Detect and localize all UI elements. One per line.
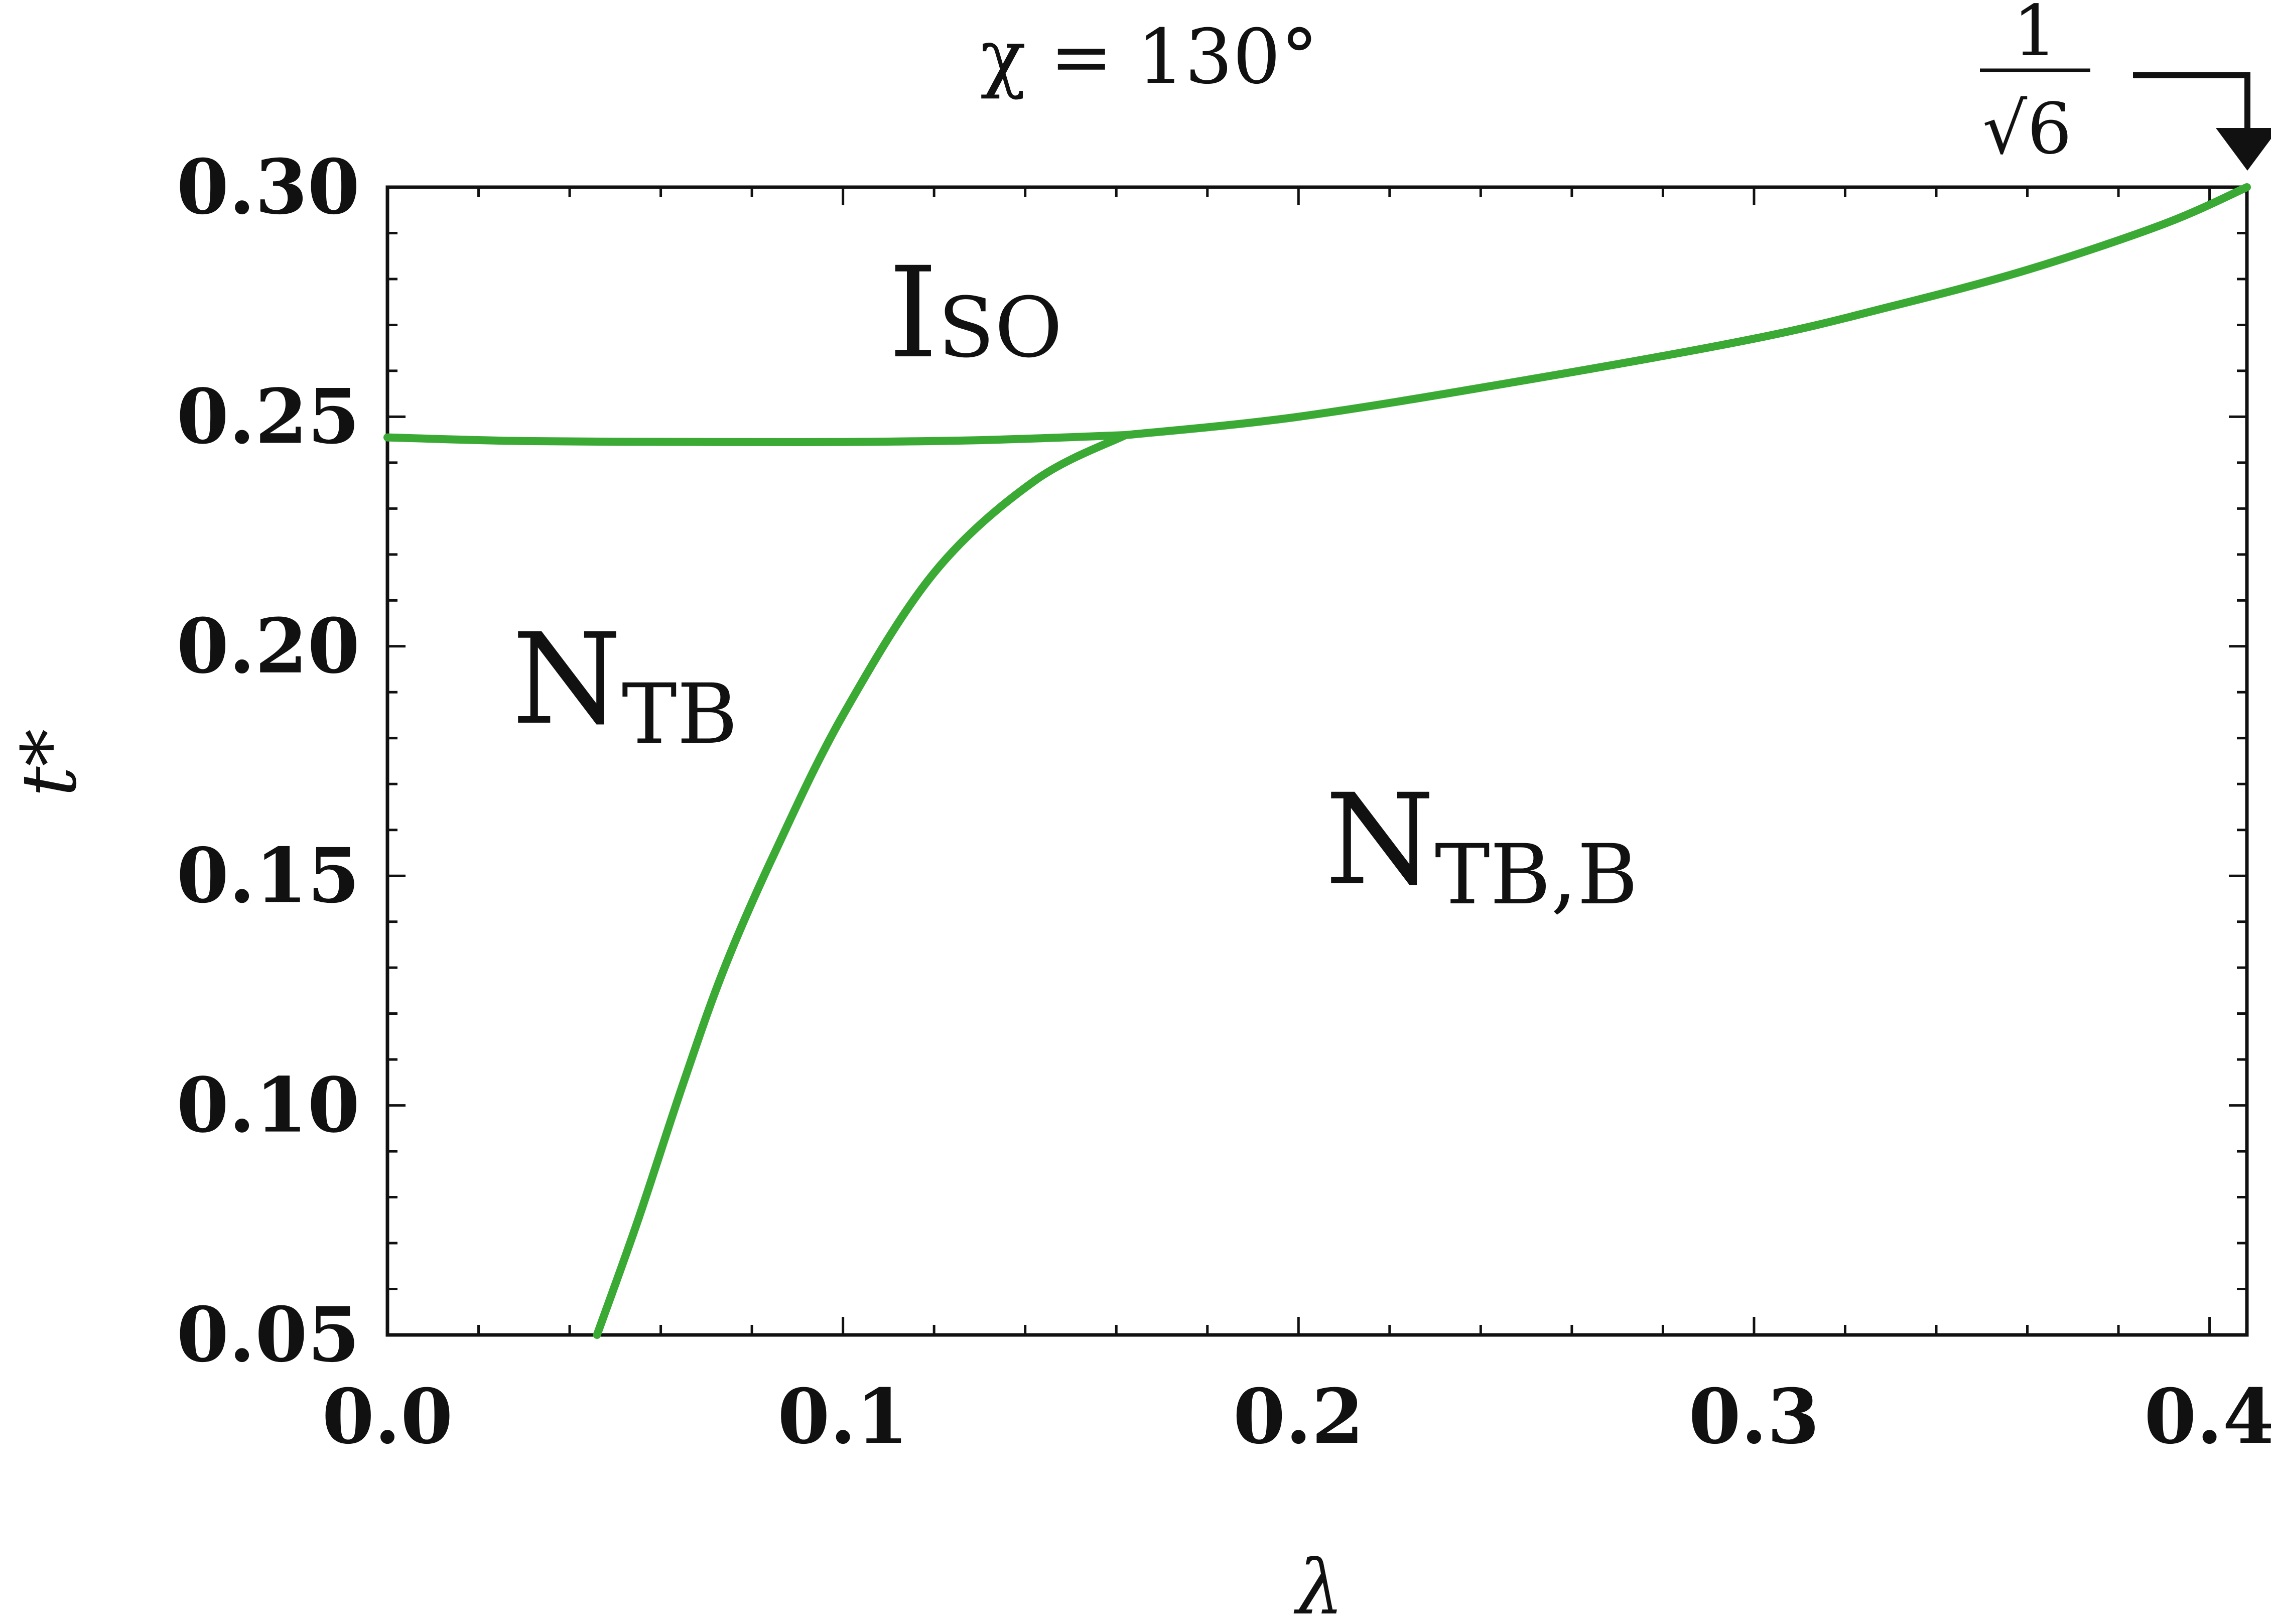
y-tick-label: 0.25 [177, 372, 360, 461]
annotation-radicand: 6 [2027, 88, 2072, 170]
phase-boundaries [383, 183, 2251, 1339]
phase-boundary-line-3 [593, 431, 1130, 1339]
region-ntbb-sub: TB,B [1435, 827, 1638, 923]
phase-boundary-line-2 [1121, 183, 2251, 439]
annotation-numerator: 1 [2013, 0, 2057, 72]
annotation-denominator: √6 [1982, 88, 2072, 170]
plot-frame [385, 185, 2249, 1337]
region-ntb-sub: TB [622, 666, 738, 762]
region-label-iso: ISO [888, 240, 1062, 386]
region-label-ntbb: NTB,B [1325, 767, 1638, 923]
y-tick-label: 0.30 [177, 143, 360, 231]
region-iso-main: I [888, 240, 938, 386]
x-tick-label: 0.2 [1233, 1373, 1364, 1461]
y-axis-label: t* [6, 729, 93, 796]
chart-title: χ = 130° [980, 14, 1318, 101]
annotation-radical: √ [1982, 88, 2028, 170]
y-tick-label: 0.15 [177, 832, 360, 920]
x-tick-label: 0.1 [777, 1373, 908, 1461]
x-axis-label: λ [1293, 1544, 1344, 1624]
phase-boundary-line-1 [383, 431, 1130, 447]
x-tick-label: 0.3 [1688, 1373, 1819, 1461]
x-tick-labels: 0.0 0.1 0.2 0.3 0.4 [322, 1373, 2271, 1461]
y-tick-labels: 0.05 0.10 0.15 0.20 0.25 0.30 [177, 143, 360, 1379]
x-tick-label: 0.4 [2144, 1373, 2271, 1461]
x-tick-label: 0.0 [322, 1373, 453, 1461]
region-ntbb-main: N [1325, 767, 1435, 913]
y-tick-label: 0.20 [177, 602, 360, 691]
annotation-arrowhead [2216, 128, 2271, 171]
region-iso-sub: SO [938, 280, 1062, 376]
y-tick-label: 0.05 [177, 1291, 360, 1379]
limit-annotation: 1 √6 [1980, 0, 2271, 171]
annotation-arrow-line [2133, 72, 2250, 151]
y-tick-label: 0.10 [177, 1061, 360, 1150]
region-label-ntb: NTB [512, 606, 738, 762]
region-ntb-main: N [512, 606, 622, 752]
